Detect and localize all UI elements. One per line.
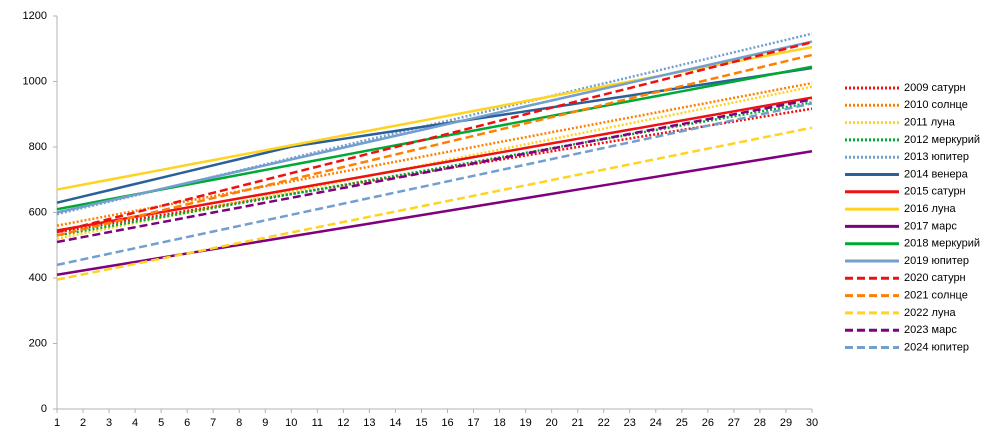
x-tick-label: 4: [132, 417, 138, 429]
x-tick-label: 6: [184, 417, 190, 429]
x-tick-label: 29: [780, 417, 792, 429]
legend-label: 2021 солнце: [904, 290, 968, 302]
x-tick-label: 30: [806, 417, 818, 429]
series-line: [56, 66, 813, 204]
x-tick-label: 11: [312, 417, 323, 429]
series-line: [56, 150, 813, 276]
legend-label: 2009 сатурн: [904, 82, 966, 94]
legend-label: 2022 луна: [904, 307, 957, 319]
legend-label: 2015 сатурн: [904, 186, 966, 198]
x-tick-label: 22: [598, 417, 610, 429]
x-tick-label: 5: [158, 417, 164, 429]
x-tick-label: 9: [262, 417, 268, 429]
legend-label: 2020 сатурн: [904, 272, 966, 284]
x-tick-label: 1: [54, 417, 60, 429]
x-tick-label: 3: [106, 417, 112, 429]
x-tick-label: 13: [363, 417, 375, 429]
series-line: [56, 85, 813, 240]
series-line: [56, 96, 813, 232]
x-tick-label: 16: [441, 417, 453, 429]
series-line: [56, 126, 813, 281]
x-tick-label: 20: [546, 417, 558, 429]
x-tick-label: 23: [624, 417, 636, 429]
x-tick-label: 25: [676, 417, 688, 429]
legend-label: 2017 марс: [904, 220, 957, 232]
x-tick-label: 24: [650, 417, 662, 429]
y-tick-label: 1000: [23, 75, 47, 87]
legend-label: 2023 марс: [904, 324, 957, 336]
y-tick-label: 800: [29, 141, 47, 153]
x-tick-label: 28: [754, 417, 766, 429]
x-tick-label: 26: [702, 417, 714, 429]
x-tick-label: 10: [285, 417, 297, 429]
legend-label: 2014 венера: [904, 168, 969, 180]
legend-label: 2024 юпитер: [904, 341, 969, 353]
series-line: [56, 53, 813, 237]
legend-label: 2012 меркурий: [904, 134, 980, 146]
x-tick-label: 12: [337, 417, 349, 429]
series-line: [56, 40, 813, 234]
series-line: [56, 81, 813, 227]
y-tick-label: 0: [41, 403, 47, 415]
x-tick-label: 2: [80, 417, 86, 429]
x-tick-label: 8: [236, 417, 242, 429]
x-tick-label: 17: [467, 417, 479, 429]
y-tick-label: 600: [29, 206, 47, 218]
x-tick-label: 14: [389, 417, 401, 429]
series-line: [56, 102, 813, 267]
x-tick-label: 21: [572, 417, 584, 429]
y-tick-label: 200: [29, 337, 47, 349]
x-tick-label: 15: [415, 417, 427, 429]
legend-label: 2011 луна: [904, 117, 956, 129]
legend-label: 2013 юпитер: [904, 151, 969, 163]
legend-label: 2018 меркурий: [904, 238, 980, 250]
legend-label: 2019 юпитер: [904, 255, 969, 267]
x-tick-label: 27: [728, 417, 740, 429]
y-tick-label: 1200: [23, 10, 47, 22]
y-tick-label: 400: [29, 272, 47, 284]
series-line: [56, 40, 813, 214]
series-line: [56, 98, 813, 244]
legend-label: 2016 луна: [904, 203, 957, 215]
x-tick-label: 18: [493, 417, 505, 429]
legend-label: 2010 солнце: [904, 99, 968, 111]
x-tick-label: 7: [210, 417, 216, 429]
x-tick-label: 19: [519, 417, 531, 429]
